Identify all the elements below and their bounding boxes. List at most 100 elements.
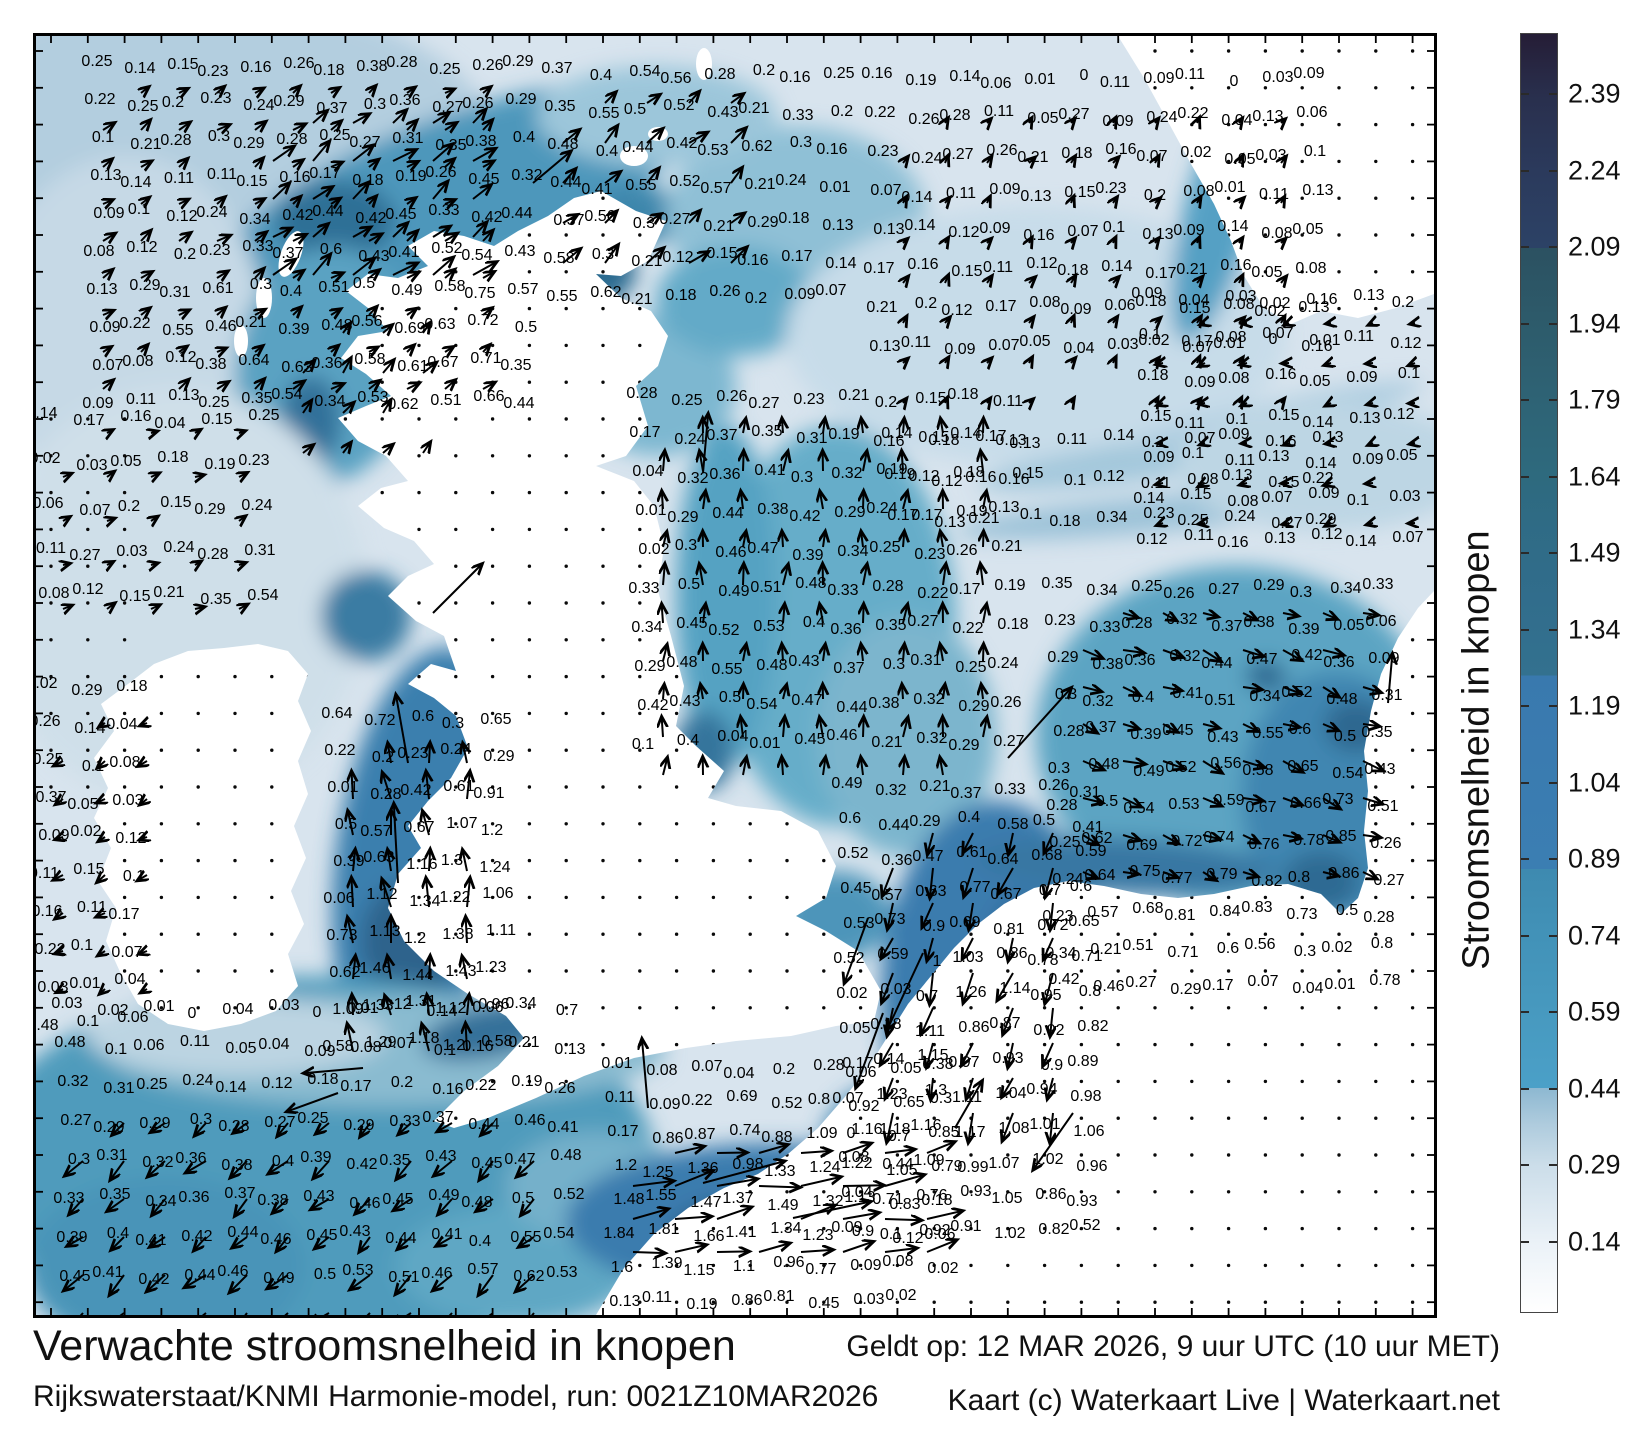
svg-text:0.48: 0.48 xyxy=(547,136,578,153)
svg-text:0.35: 0.35 xyxy=(875,617,906,634)
svg-text:0.19: 0.19 xyxy=(204,456,235,473)
svg-text:0.23: 0.23 xyxy=(1042,908,1073,925)
svg-text:0.17: 0.17 xyxy=(911,507,942,524)
svg-text:0.2: 0.2 xyxy=(773,1061,795,1078)
svg-text:0.5: 0.5 xyxy=(512,1190,534,1207)
svg-text:0.93: 0.93 xyxy=(960,1183,991,1200)
svg-text:0.08: 0.08 xyxy=(1227,493,1258,510)
svg-text:0.46: 0.46 xyxy=(826,727,857,744)
svg-text:0.06: 0.06 xyxy=(845,1064,876,1081)
svg-text:0.45: 0.45 xyxy=(306,1227,337,1244)
svg-text:0.37: 0.37 xyxy=(1211,618,1242,635)
svg-text:0.61: 0.61 xyxy=(956,844,987,861)
svg-text:0.45: 0.45 xyxy=(840,880,871,897)
svg-text:0.07: 0.07 xyxy=(1136,148,1167,165)
svg-text:0.15: 0.15 xyxy=(951,263,982,280)
svg-text:0.45: 0.45 xyxy=(382,1191,413,1208)
svg-text:0.46: 0.46 xyxy=(715,544,746,561)
svg-text:0.25: 0.25 xyxy=(1131,578,1162,595)
svg-text:0.05: 0.05 xyxy=(1292,221,1323,238)
svg-text:1.23: 1.23 xyxy=(876,1086,907,1103)
svg-text:0.08: 0.08 xyxy=(882,1253,913,1270)
svg-text:0.33: 0.33 xyxy=(827,582,858,599)
svg-text:0.74: 0.74 xyxy=(729,1122,760,1139)
svg-text:0.5: 0.5 xyxy=(314,1266,336,1283)
svg-text:0.22: 0.22 xyxy=(1302,470,1333,487)
svg-text:0.05: 0.05 xyxy=(1251,264,1282,281)
svg-text:0.15: 0.15 xyxy=(918,429,949,446)
svg-text:1.38: 1.38 xyxy=(442,926,473,943)
svg-text:0.72: 0.72 xyxy=(1037,917,1068,934)
svg-text:0.44: 0.44 xyxy=(385,1230,416,1247)
svg-text:0.12: 0.12 xyxy=(72,581,103,598)
svg-text:0.04: 0.04 xyxy=(258,1036,289,1053)
svg-text:0.09: 0.09 xyxy=(784,286,815,303)
svg-text:0.32: 0.32 xyxy=(677,470,708,487)
svg-text:0.09: 0.09 xyxy=(831,1219,862,1236)
svg-text:0.29: 0.29 xyxy=(834,504,865,521)
map-canvas: 0.25 0.14 0.15 0.23 0.16 0.26 0.18 0.38 0.28 0.25… xyxy=(33,33,1437,1318)
svg-text:0.63: 0.63 xyxy=(281,359,312,376)
svg-text:1.13: 1.13 xyxy=(369,923,400,940)
svg-text:1.25: 1.25 xyxy=(642,1164,673,1181)
svg-text:0.2: 0.2 xyxy=(1144,187,1166,204)
svg-text:0.06: 0.06 xyxy=(472,999,503,1016)
svg-text:0.25: 0.25 xyxy=(1177,512,1208,529)
svg-text:0.16: 0.16 xyxy=(907,256,938,273)
svg-text:0.3: 0.3 xyxy=(1055,686,1077,703)
svg-text:0.21: 0.21 xyxy=(1090,941,1121,958)
svg-text:0.29: 0.29 xyxy=(747,214,778,231)
svg-text:0.65: 0.65 xyxy=(1287,758,1318,775)
colorbar-tick xyxy=(1549,1087,1557,1090)
svg-text:0.26: 0.26 xyxy=(1370,835,1401,852)
svg-text:0.45: 0.45 xyxy=(59,1268,90,1285)
svg-text:0.46: 0.46 xyxy=(421,1265,452,1282)
svg-text:0.55: 0.55 xyxy=(546,288,577,305)
svg-text:0.5: 0.5 xyxy=(719,689,741,706)
svg-text:0.54: 0.54 xyxy=(543,1225,574,1242)
svg-text:0.6: 0.6 xyxy=(839,810,861,827)
svg-text:0.25: 0.25 xyxy=(869,539,900,556)
svg-text:0.25: 0.25 xyxy=(248,407,279,424)
svg-text:0.16: 0.16 xyxy=(965,469,996,486)
svg-text:0.13: 0.13 xyxy=(934,514,965,531)
svg-text:0.37: 0.37 xyxy=(833,660,864,677)
svg-text:0.1: 0.1 xyxy=(1020,506,1042,523)
svg-text:0.22: 0.22 xyxy=(917,585,948,602)
svg-text:0.18: 0.18 xyxy=(352,172,383,189)
svg-text:0.11: 0.11 xyxy=(946,185,976,202)
svg-text:0.53: 0.53 xyxy=(753,618,784,635)
svg-text:1.3: 1.3 xyxy=(441,852,463,869)
svg-text:0.1: 0.1 xyxy=(1064,472,1086,489)
svg-text:0.04: 0.04 xyxy=(717,728,748,745)
svg-text:0.29: 0.29 xyxy=(129,277,160,294)
svg-text:1.24: 1.24 xyxy=(809,1159,840,1176)
svg-text:0.38: 0.38 xyxy=(195,356,226,373)
svg-text:0.17: 0.17 xyxy=(842,1055,873,1072)
svg-text:0.16: 0.16 xyxy=(1217,534,1248,551)
svg-text:0.09: 0.09 xyxy=(1308,485,1339,502)
svg-text:1.15: 1.15 xyxy=(683,1262,714,1279)
svg-text:0.18: 0.18 xyxy=(313,62,344,79)
svg-text:0.42: 0.42 xyxy=(400,782,431,799)
svg-text:0.95: 0.95 xyxy=(1030,987,1061,1004)
svg-text:0.04: 0.04 xyxy=(114,971,145,988)
svg-text:1.22: 1.22 xyxy=(841,1155,872,1172)
svg-text:0.43: 0.43 xyxy=(425,1148,456,1165)
svg-text:0.02: 0.02 xyxy=(836,985,867,1002)
svg-text:1.81: 1.81 xyxy=(648,1221,679,1238)
svg-text:0.78: 0.78 xyxy=(1027,952,1058,969)
svg-text:0.27: 0.27 xyxy=(942,146,973,163)
svg-text:0.22: 0.22 xyxy=(952,620,983,637)
svg-text:0.35: 0.35 xyxy=(435,137,466,154)
svg-text:0.22: 0.22 xyxy=(324,742,355,759)
svg-text:0.17: 0.17 xyxy=(607,1123,638,1140)
svg-text:0.13: 0.13 xyxy=(869,338,900,355)
svg-text:0.27: 0.27 xyxy=(1373,872,1404,889)
svg-text:0.26: 0.26 xyxy=(1163,585,1194,602)
colorbar-tick xyxy=(1521,1011,1529,1014)
svg-text:0.22: 0.22 xyxy=(119,315,150,332)
svg-text:0.02: 0.02 xyxy=(1254,303,1285,320)
svg-text:0.13: 0.13 xyxy=(90,167,121,184)
svg-text:0.45: 0.45 xyxy=(471,1155,502,1172)
